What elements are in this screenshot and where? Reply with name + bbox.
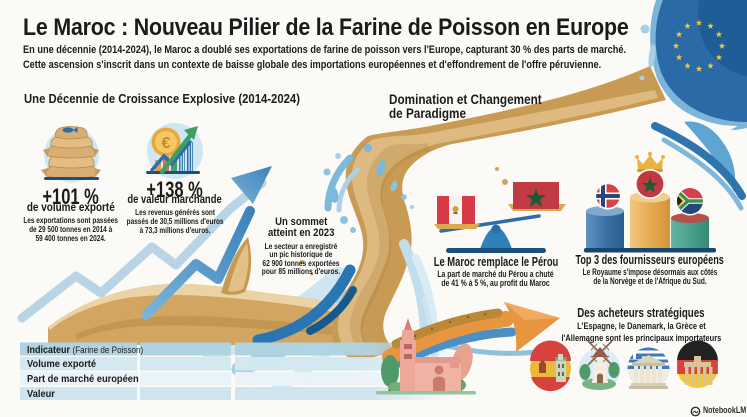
svg-text:€: €	[162, 135, 171, 152]
